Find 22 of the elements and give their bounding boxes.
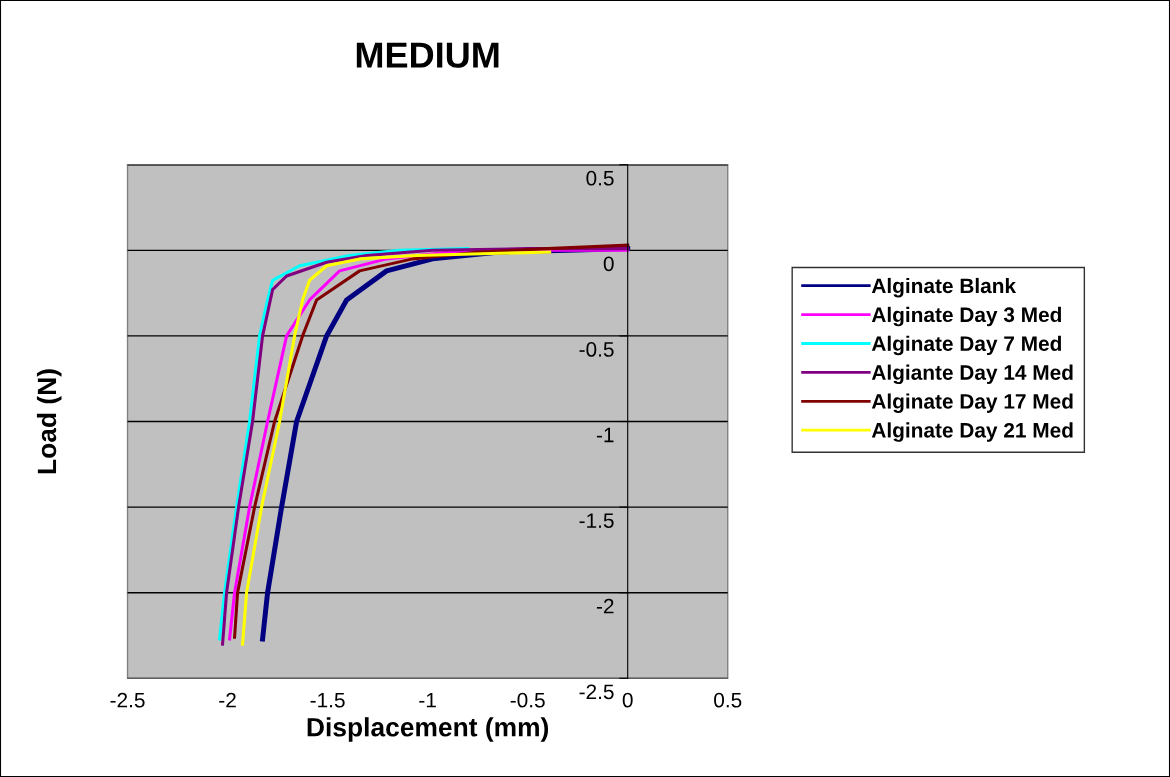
y-tick-label: -2 xyxy=(596,598,614,614)
y-tick-label: 0.5 xyxy=(586,170,614,186)
legend-label: Alginate Day 7 Med xyxy=(871,335,1061,356)
legend-label: Alginate Day 3 Med xyxy=(871,306,1061,327)
y-tick-label: -0.5 xyxy=(579,342,614,357)
x-tick-label: 0.5 xyxy=(714,692,742,708)
y-tick-label: -1 xyxy=(596,427,614,443)
x-tick-label: -2 xyxy=(219,692,236,708)
x-tick-label: -0.5 xyxy=(510,692,545,708)
x-tick-label: -2.5 xyxy=(110,692,145,708)
y-axis-title: Load (N) xyxy=(36,369,62,474)
legend-label: Algiante Day 14 Med xyxy=(871,364,1073,385)
x-axis-title: Displacement (mm) xyxy=(307,717,549,742)
y-tick-label: -1.5 xyxy=(579,513,614,528)
legend-label: Alginate Blank xyxy=(871,277,1017,298)
x-tick-label: -1 xyxy=(419,692,436,708)
legend-label: Alginate Day 17 Med xyxy=(871,393,1073,413)
chart-title: MEDIUM xyxy=(356,42,499,68)
x-tick-label: 0 xyxy=(622,692,633,708)
legend-label: Alginate Day 21 Med xyxy=(871,422,1073,442)
x-tick-label: -1.5 xyxy=(310,692,345,708)
y-tick-label: 0 xyxy=(603,256,614,272)
